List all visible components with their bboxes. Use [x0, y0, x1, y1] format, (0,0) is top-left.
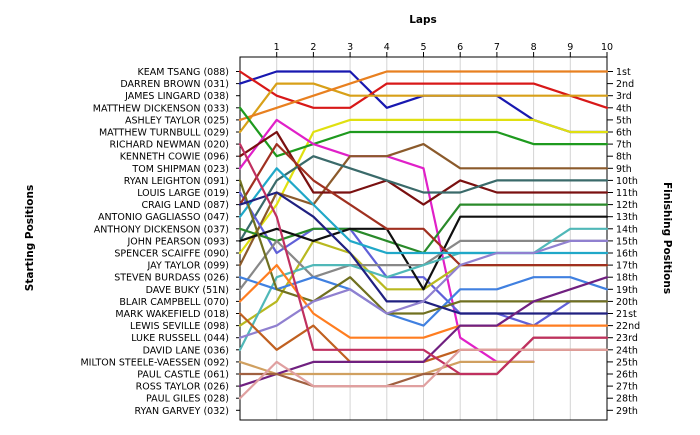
finishing-position-label: 8th [616, 152, 632, 163]
driver-label: JAY TAYLOR (099) [147, 261, 229, 272]
finishing-position-label: 18th [616, 273, 638, 284]
driver-label: LOUIS LARGE (019) [137, 188, 229, 199]
driver-series-line [238, 70, 609, 122]
finishing-position-label: 9th [616, 164, 632, 175]
lap-tick-label: 1 [274, 42, 280, 53]
driver-label: STEVEN BURDASS (026) [114, 273, 229, 284]
plot-area [239, 56, 608, 421]
finishing-position-label: 6th [616, 128, 632, 139]
finishing-position-label: 4th [616, 103, 632, 114]
driver-label: RYAN GARVEY (032) [135, 406, 230, 417]
driver-series-line [238, 143, 609, 267]
lap-tick-label: 9 [567, 42, 573, 53]
driver-position-lines [238, 70, 609, 400]
driver-label: KENNETH COWIE (096) [120, 152, 229, 163]
lap-tick-labels: 1 2 3 4 5 6 7 8 9 10 [274, 42, 613, 53]
lap-tick-label: 2 [310, 42, 316, 53]
driver-label: LEWIS SEVILLE (098) [130, 321, 229, 332]
finishing-position-label: 20th [616, 297, 638, 308]
driver-series-line [238, 143, 609, 376]
finishing-position-label: 27th [616, 382, 638, 393]
driver-series-line [238, 70, 609, 109]
driver-label: CRAIG LAND (087) [141, 200, 229, 211]
driver-series-line [238, 143, 609, 267]
driver-series-line [238, 82, 609, 134]
finishing-position-labels: 1st2nd3rd4th5th6th7th8th9th10th11th12th1… [607, 67, 640, 417]
lap-tick-label: 5 [420, 42, 426, 53]
finishing-position-label: 26th [616, 370, 638, 381]
finishing-position-label: 28th [616, 394, 638, 405]
finishing-position-label: 13th [616, 212, 638, 223]
driver-series-line [238, 106, 609, 158]
driver-series-line [238, 167, 609, 255]
driver-label: MARK WAKEFIELD (018) [115, 309, 229, 320]
starting-positions-axis-title: Starting Positions [24, 185, 36, 291]
finishing-position-label: 10th [616, 176, 638, 187]
driver-label: ROSS TAYLOR (026) [136, 382, 229, 393]
chart-title: Laps [409, 14, 437, 26]
driver-label: TOM SHIPMAN (023) [131, 164, 229, 175]
driver-label: LUKE RUSSELL (044) [131, 333, 229, 344]
finishing-position-label: 2nd [616, 79, 634, 90]
finishing-positions-axis-title: Finishing Positions [661, 182, 673, 294]
finishing-position-label: 24th [616, 345, 638, 356]
finishing-position-label: 17th [616, 261, 638, 272]
finishing-position-label: 3rd [616, 91, 632, 102]
driver-label: JAMES LINGARD (038) [124, 91, 229, 102]
driver-label: ASHLEY TAYLOR (025) [125, 115, 229, 126]
driver-series-line [238, 118, 609, 255]
driver-label: DAVID LANE (036) [143, 345, 229, 356]
driver-label: ANTHONY DICKENSON (037) [94, 224, 229, 235]
finishing-position-label: 7th [616, 140, 632, 151]
driver-label: KEAM TSANG (088) [138, 67, 230, 78]
lap-tick-label: 6 [457, 42, 463, 53]
finishing-position-label: 25th [616, 357, 638, 368]
lap-tick-label: 4 [384, 42, 390, 53]
driver-series-line [238, 360, 535, 376]
driver-series-line [238, 264, 609, 339]
driver-series-line [238, 348, 609, 400]
lap-tick-label: 10 [601, 42, 613, 53]
driver-series-line [238, 215, 609, 291]
driver-label: DARREN BROWN (031) [120, 79, 229, 90]
finishing-position-label: 14th [616, 224, 638, 235]
driver-series-line [238, 276, 609, 388]
finishing-position-label: 12th [616, 200, 638, 211]
driver-series-line [238, 155, 609, 242]
finishing-position-label: 5th [616, 115, 632, 126]
driver-label: MILTON STEELE-VAESSEN (092) [80, 357, 229, 368]
driver-label: MATTHEW TURNBULL (029) [99, 128, 229, 139]
finishing-position-label: 23rd [616, 333, 638, 344]
driver-label: DAVE BUKY (51N) [146, 285, 229, 296]
driver-label: PAUL CASTLE (061) [137, 370, 229, 381]
driver-label: RYAN LEIGHTON (091) [124, 176, 229, 187]
driver-series-line [238, 227, 609, 351]
driver-label: RICHARD NEWMAN (020) [110, 140, 229, 151]
lap-tick-label: 8 [531, 42, 537, 53]
finishing-position-label: 21st [616, 309, 637, 320]
finishing-position-label: 15th [616, 236, 638, 247]
finishing-position-label: 16th [616, 249, 638, 260]
finishing-position-label: 19th [616, 285, 638, 296]
driver-label: JOHN PEARSON (093) [126, 236, 229, 247]
lap-tick-label: 7 [494, 42, 500, 53]
driver-series-line [238, 276, 609, 327]
driver-label: BLAIR CAMPBELL (070) [119, 297, 229, 308]
driver-label: SPENCER SCAIFFE (090) [114, 249, 229, 260]
driver-label: PAUL GILES (028) [146, 394, 229, 405]
finishing-position-label: 29th [616, 406, 638, 417]
finishing-position-label: 1st [616, 67, 631, 78]
finishing-position-label: 11th [616, 188, 638, 199]
finishing-position-label: 22nd [616, 321, 640, 332]
driver-label: ANTONIO GAGLIASSO (047) [98, 212, 229, 223]
driver-series-line [238, 130, 609, 206]
driver-label: MATTHEW DICKENSON (033) [93, 103, 229, 114]
starting-position-labels: KEAM TSANG (088)DARREN BROWN (031)JAMES … [80, 67, 240, 417]
lap-tick-label: 3 [347, 42, 353, 53]
